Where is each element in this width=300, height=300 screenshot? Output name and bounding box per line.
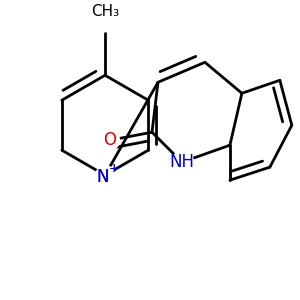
Text: +: +	[109, 162, 119, 175]
Text: NH: NH	[169, 153, 194, 171]
Text: CH₃: CH₃	[91, 4, 119, 19]
Text: O: O	[103, 131, 116, 149]
Text: N: N	[97, 168, 109, 186]
Text: +: +	[109, 162, 119, 175]
Text: N: N	[97, 168, 109, 186]
